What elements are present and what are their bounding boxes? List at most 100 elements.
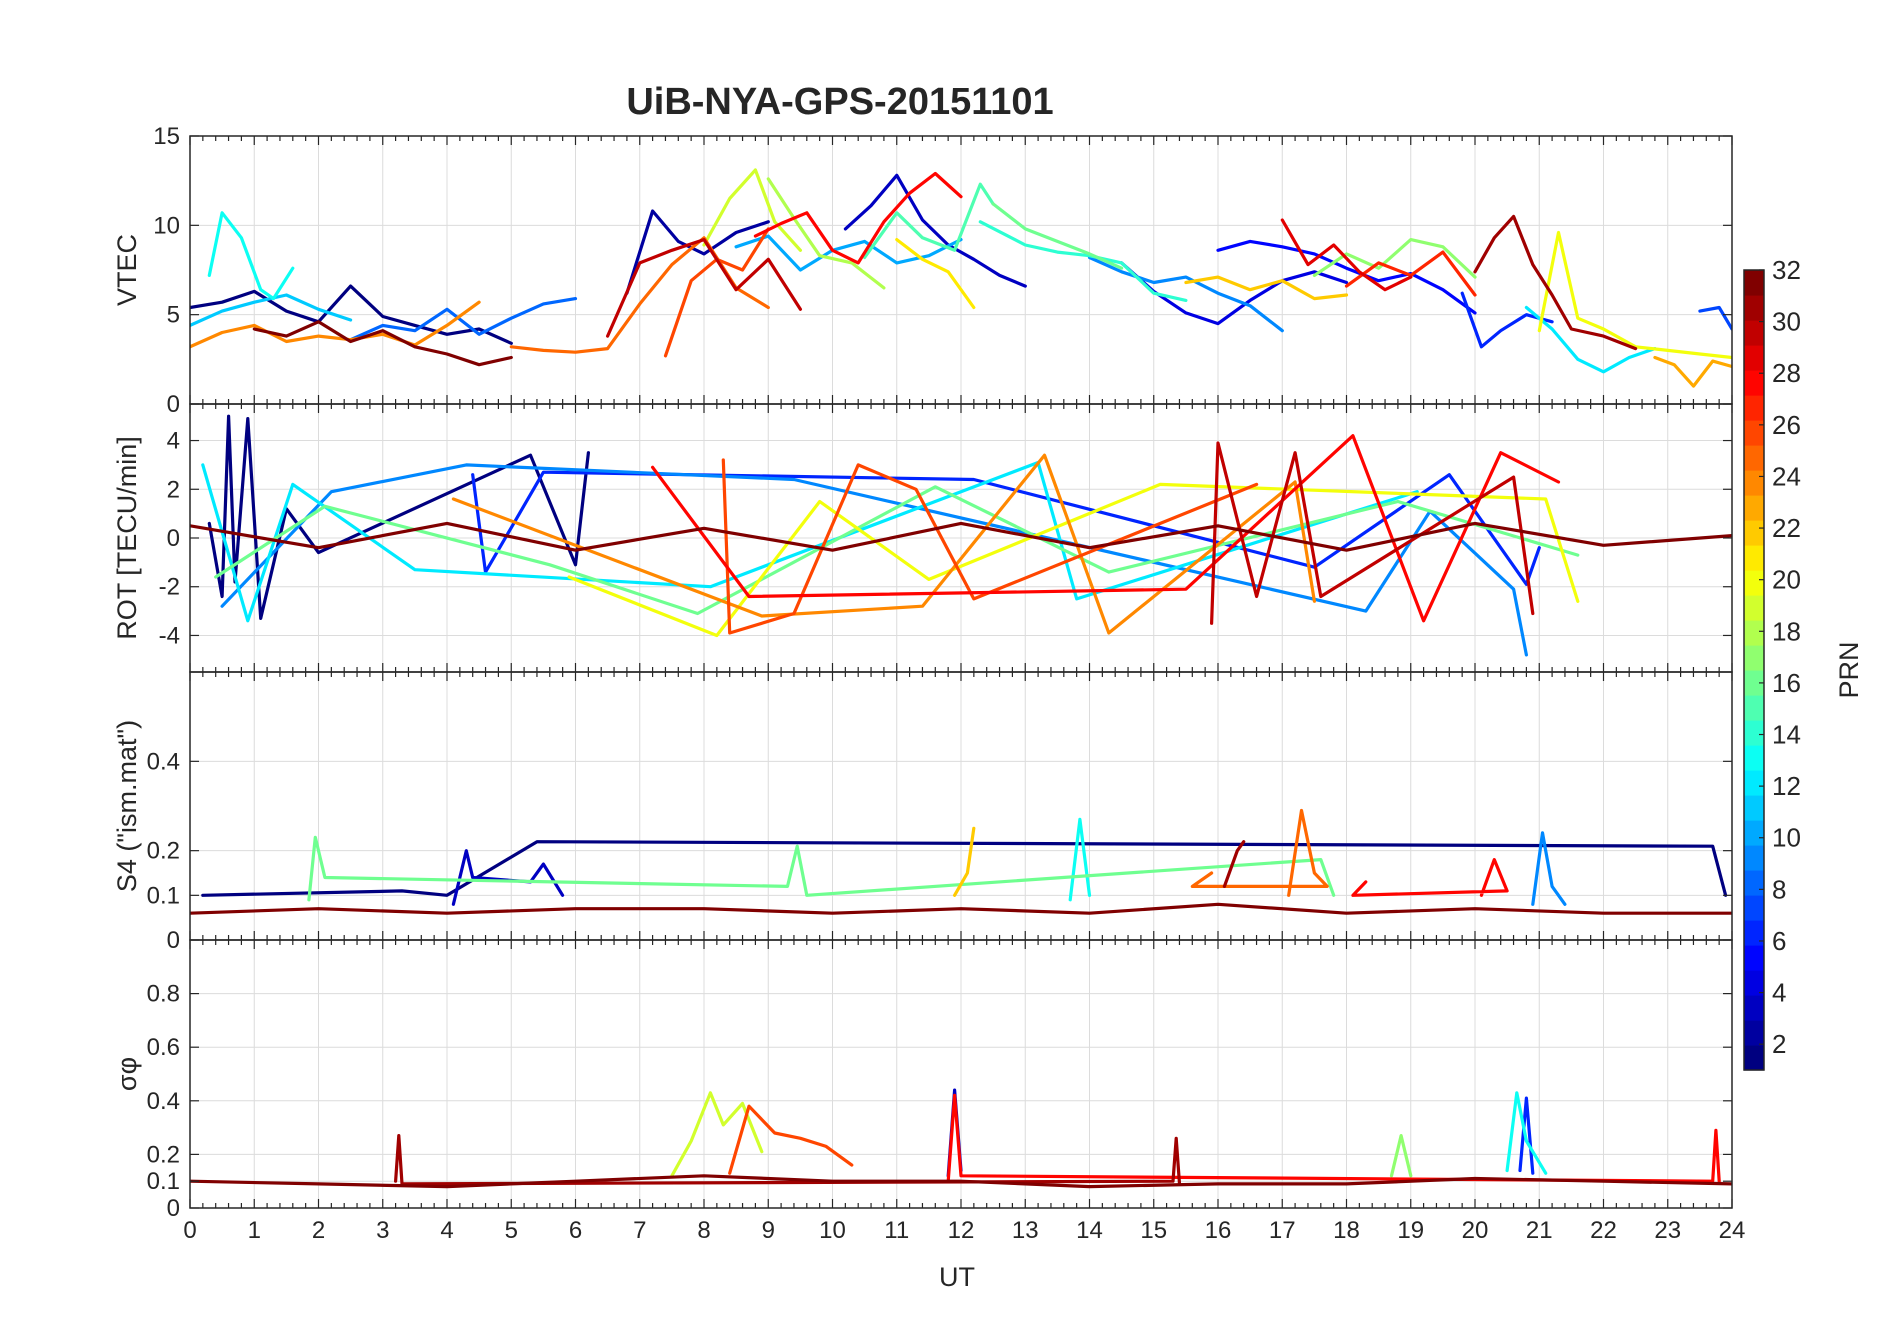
panel-sigma: 00.10.2 0.4 0.6 0.8 σφ [112, 939, 1733, 1222]
series-line-prn-17 [1389, 1134, 1413, 1178]
x-tick-label: 24 [1719, 1217, 1746, 1244]
colorbar-tick-label: 22 [1772, 513, 1801, 543]
colorbar-segment [1744, 295, 1764, 321]
series-line-prn-32 [190, 902, 1732, 915]
colorbar-segment [1744, 820, 1764, 846]
colorbar-segment [1744, 345, 1764, 371]
series-line-prn-32 [190, 1174, 1732, 1189]
series-line-prn-29 [1280, 218, 1413, 292]
colorbar-tick-label: 26 [1772, 410, 1801, 440]
x-tick-label: 4 [440, 1217, 453, 1244]
series-line-prn-26 [721, 458, 1259, 635]
colorbar-tick-label: 8 [1772, 874, 1786, 904]
colorbar-segment [1744, 745, 1764, 771]
x-tick-label: 12 [948, 1217, 975, 1244]
colorbar-segment [1744, 495, 1764, 521]
series-line-prn-22 [1184, 275, 1349, 301]
series-line-prn-5 [1216, 239, 1477, 315]
series-line-prn-8 [349, 297, 578, 342]
y-axis-label-s4: S4 ("ism.mat") [112, 720, 142, 892]
series-line-prn-23 [1653, 355, 1732, 388]
series-line-prn-30 [1210, 441, 1535, 625]
series-line-prn-6 [471, 470, 1541, 586]
series-line-prn-13 [207, 211, 295, 301]
colorbar-tick-label: 28 [1772, 358, 1801, 388]
colorbar-segment [1744, 845, 1764, 871]
y-tick-label: 4 [167, 428, 180, 455]
colorbar-frame [1743, 269, 1765, 1071]
x-tick-label: 19 [1397, 1217, 1424, 1244]
series-line-prn-19 [702, 168, 802, 252]
series-line-prn-1 [190, 284, 513, 345]
y-tick-label: 0.2 [147, 1141, 180, 1168]
y-tick-label: 10 [153, 212, 180, 239]
y-tick-label: 0.1 [147, 1168, 180, 1195]
y-tick-label: 0.6 [147, 1034, 180, 1061]
series-line-prn-11 [190, 293, 353, 327]
series-line-prn-26 [728, 1104, 854, 1175]
x-tick-label: 1 [248, 1217, 261, 1244]
chart-title: UiB-NYA-GPS-20151101 [626, 81, 1053, 123]
x-tick-label: 21 [1526, 1217, 1553, 1244]
series-line-prn-25 [1190, 808, 1329, 897]
x-tick-label: 5 [505, 1217, 518, 1244]
series-line-prn-27 [1344, 250, 1477, 297]
y-tick-label: 0 [167, 927, 180, 954]
x-tick-label: 11 [884, 1217, 909, 1244]
series-line-prn-1 [207, 414, 590, 620]
panel-rot: -4 -2 0 2 4 ROT [TECU/min] [112, 403, 1733, 673]
colorbar-segment [1744, 920, 1764, 946]
series-line-prn-28 [651, 434, 1561, 623]
series-line-prn-24 [451, 453, 1316, 635]
x-tick-label: 10 [819, 1217, 846, 1244]
series-group-s4 [190, 808, 1732, 915]
colorbar-tick-label: 6 [1772, 926, 1786, 956]
colorbar-segment [1744, 895, 1764, 921]
series-line-prn-12 [1524, 305, 1657, 374]
x-tick-label: 16 [1205, 1217, 1232, 1244]
series-line-prn-12 [201, 460, 1419, 623]
x-tick-label: 3 [376, 1217, 389, 1244]
series-line-prn-31 [394, 1134, 1182, 1186]
colorbar-segment [1744, 770, 1764, 796]
y-axis-label-vtec: VTEC [112, 234, 142, 306]
series-line-prn-16 [307, 835, 1336, 902]
colorbar-segment [1744, 645, 1764, 671]
colorbar-tick-label: 16 [1772, 668, 1801, 698]
y-tick-label: 2 [167, 476, 180, 503]
y-tick-label: 0.8 [147, 981, 180, 1008]
colorbar-segment [1744, 795, 1764, 821]
colorbar-segment [1744, 320, 1764, 346]
y-tick-label: 0 [167, 391, 180, 418]
x-tick-label: 20 [1462, 1217, 1489, 1244]
series-line-prn-10 [734, 234, 963, 272]
colorbar-segment [1744, 995, 1764, 1021]
series-line-prn-22 [953, 826, 976, 897]
y-tick-label: 5 [167, 302, 180, 329]
x-tick-label: 15 [1140, 1217, 1167, 1244]
y-tick-label: 0.4 [147, 748, 180, 775]
series-line-prn-24 [190, 300, 481, 349]
x-tick-label: 18 [1333, 1217, 1360, 1244]
x-tick-label: 6 [569, 1217, 582, 1244]
y-tick-label: 0.4 [147, 1088, 180, 1115]
series-line-prn-3 [843, 173, 1027, 288]
colorbar-segment [1744, 1045, 1764, 1071]
series-line-prn-18 [766, 177, 886, 290]
series-line-prn-21 [895, 238, 976, 310]
y-tick-label: -2 [159, 574, 180, 601]
series-line-prn-28 [946, 1093, 1721, 1183]
colorbar-segment [1744, 395, 1764, 421]
series-line-prn-16 [214, 485, 1580, 616]
colorbar-segment [1744, 695, 1764, 721]
series-line-prn-9 [1531, 831, 1567, 906]
x-tick-label: 13 [1012, 1217, 1039, 1244]
colorbar-segment [1744, 870, 1764, 896]
colorbar-tick-label: 20 [1772, 565, 1801, 595]
series-line-prn-20 [567, 482, 1580, 638]
x-tick-label: 9 [762, 1217, 775, 1244]
